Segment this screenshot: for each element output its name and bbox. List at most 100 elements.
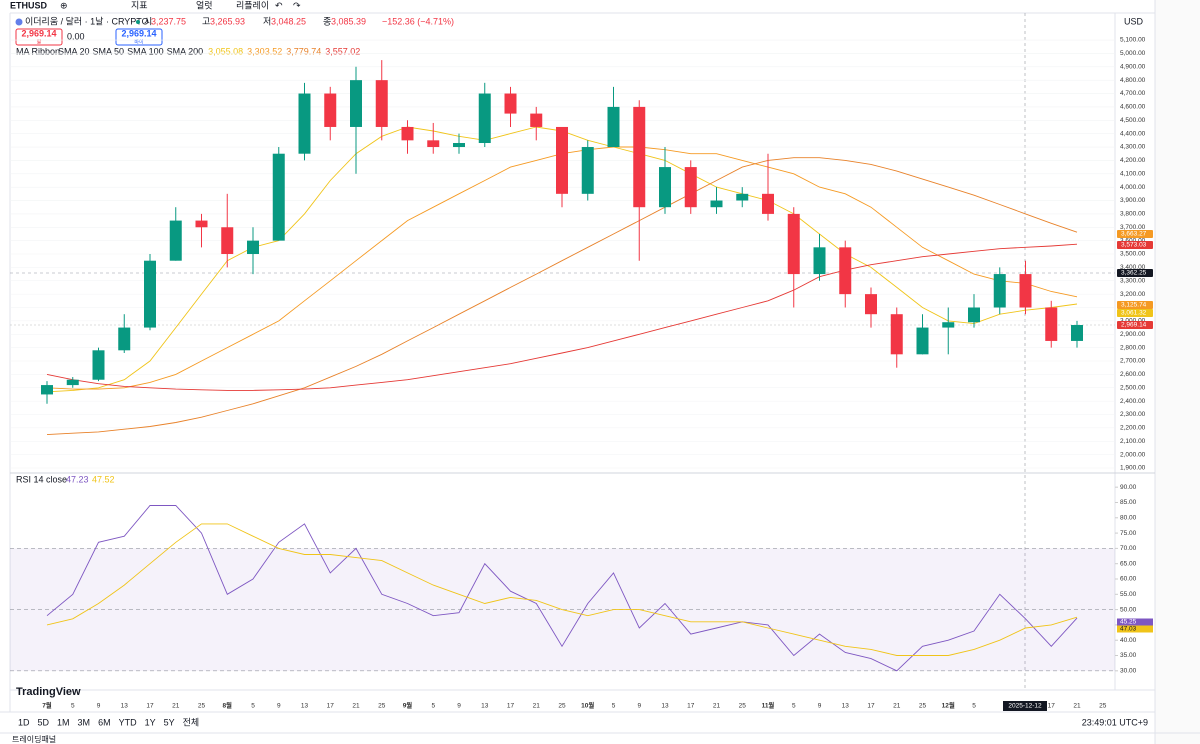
y-tick-label: 4,400.00: [1120, 130, 1146, 137]
ma-title: MA Ribbon: [16, 46, 60, 56]
ohlc-key: 종: [323, 16, 331, 26]
x-tick-label: 9: [818, 703, 822, 710]
y-tick-label: 3,900.00: [1120, 197, 1146, 204]
replay[interactable]: 리플레이: [236, 0, 269, 10]
crosshair-date-box: [1003, 701, 1047, 711]
legend-name: SMA 50: [93, 46, 125, 56]
y-tick-label: 3,400.00: [1120, 264, 1146, 271]
ohlc-key: 저: [263, 16, 271, 26]
candle-body: [427, 140, 440, 148]
x-tick-label: 21: [713, 703, 721, 710]
candle-body: [66, 379, 79, 386]
x-tick-label: 21: [172, 703, 180, 710]
symbol[interactable]: ETHUSD: [10, 0, 48, 10]
candle-body: [865, 294, 877, 315]
candle-body: [659, 167, 671, 208]
redo[interactable]: ↷: [293, 0, 301, 10]
range-button[interactable]: 전체: [183, 717, 200, 727]
legend-name: SMA 100: [127, 46, 164, 56]
x-tick-label: 9: [97, 703, 101, 710]
x-tick-label: 12월: [942, 701, 955, 710]
x-tick-label: 17: [146, 703, 154, 710]
change: −152.36 (−4.71%): [382, 16, 454, 26]
price-label: 3,573.03: [1121, 242, 1147, 249]
indicators[interactable]: 지표: [131, 0, 148, 10]
x-tick-label: 25: [558, 703, 566, 710]
candle-body: [350, 80, 362, 127]
range-button[interactable]: 6M: [98, 717, 111, 727]
y-tick-label: 2,500.00: [1120, 384, 1146, 391]
candle-body: [41, 385, 53, 395]
y-tick-label: 60.00: [1120, 576, 1137, 583]
y-tick-label: 4,100.00: [1120, 170, 1146, 177]
x-tick-label: 9: [277, 703, 281, 710]
buy-button[interactable]: [115, 28, 163, 46]
candle-body: [839, 247, 852, 295]
currency[interactable]: USD: [1124, 16, 1144, 26]
y-tick-label: 3,200.00: [1120, 291, 1146, 298]
x-tick-label: 13: [121, 703, 129, 710]
x-tick-label: 7월: [42, 701, 52, 710]
range-button[interactable]: 1D: [18, 717, 30, 727]
y-tick-label: 3,500.00: [1120, 251, 1146, 258]
line: [46, 157, 1078, 436]
candle-body: [401, 126, 414, 141]
panel-tab[interactable]: 트레이딩패널: [12, 734, 56, 744]
legend-value: 3,055.08: [208, 46, 243, 56]
range-button[interactable]: 1Y: [145, 717, 156, 727]
sell-button[interactable]: [15, 28, 63, 46]
y-tick-label: 55.00: [1120, 591, 1137, 598]
alert[interactable]: 얼럿: [196, 0, 213, 10]
candle-body: [144, 260, 156, 328]
x-tick-label: 25: [919, 703, 927, 710]
y-tick-label: 3,300.00: [1120, 277, 1146, 284]
y-tick-label: 4,600.00: [1120, 104, 1146, 111]
sell-label[interactable]: 팔: [37, 38, 42, 45]
logo: TradingView: [16, 686, 81, 698]
buy-label[interactable]: 바이: [134, 38, 143, 45]
candle-body: [556, 126, 568, 194]
y-tick-label: 4,900.00: [1120, 63, 1146, 70]
candle-body: [92, 350, 105, 380]
y-tick-label: 2,600.00: [1120, 371, 1146, 378]
sell-price[interactable]: 2,969.14: [21, 28, 56, 38]
y-tick-label: 30.00: [1120, 668, 1137, 675]
x-tick-label: 5: [251, 703, 255, 710]
range-button[interactable]: 1M: [57, 717, 70, 727]
range-button[interactable]: 5D: [38, 717, 50, 727]
spread: 0.00: [67, 31, 85, 41]
price-label: 3,125.74: [1121, 302, 1147, 309]
x-tick-label: 21: [352, 703, 360, 710]
x-tick-label: 13: [661, 703, 669, 710]
add-icon[interactable]: ⊕: [60, 0, 68, 10]
x-tick-label: 17: [327, 703, 335, 710]
y-tick-label: 3,700.00: [1120, 224, 1146, 231]
y-tick-label: 5,000.00: [1120, 50, 1146, 57]
buy-price[interactable]: 2,969.14: [121, 28, 156, 38]
range-button[interactable]: YTD: [119, 717, 138, 727]
rsi-label-box: [1117, 618, 1153, 626]
y-tick-label: 2,100.00: [1120, 438, 1146, 445]
undo[interactable]: ↶: [275, 0, 283, 10]
y-tick-label: 75.00: [1120, 530, 1137, 537]
line: [46, 505, 1078, 672]
x-tick-label: 25: [378, 703, 386, 710]
range-button[interactable]: 3M: [78, 717, 91, 727]
range-button[interactable]: 5Y: [164, 717, 175, 727]
price-label-box: [1117, 309, 1153, 317]
x-tick-label: 21: [893, 703, 901, 710]
y-tick-label: 4,300.00: [1120, 144, 1146, 151]
y-tick-label: 3,800.00: [1120, 211, 1146, 218]
y-tick-label: 3,600.00: [1120, 237, 1146, 244]
candle-body: [453, 143, 465, 148]
x-tick-label: 25: [739, 703, 747, 710]
ohlc-key: 고: [202, 16, 210, 26]
x-tick-label: 5: [972, 703, 976, 710]
y-tick-label: 70.00: [1120, 545, 1137, 552]
candle-body: [968, 307, 980, 323]
y-tick-label: 50.00: [1120, 606, 1137, 613]
price-label-box: [1117, 230, 1153, 238]
y-tick-label: 2,400.00: [1120, 398, 1146, 405]
status-dot: [136, 20, 140, 24]
